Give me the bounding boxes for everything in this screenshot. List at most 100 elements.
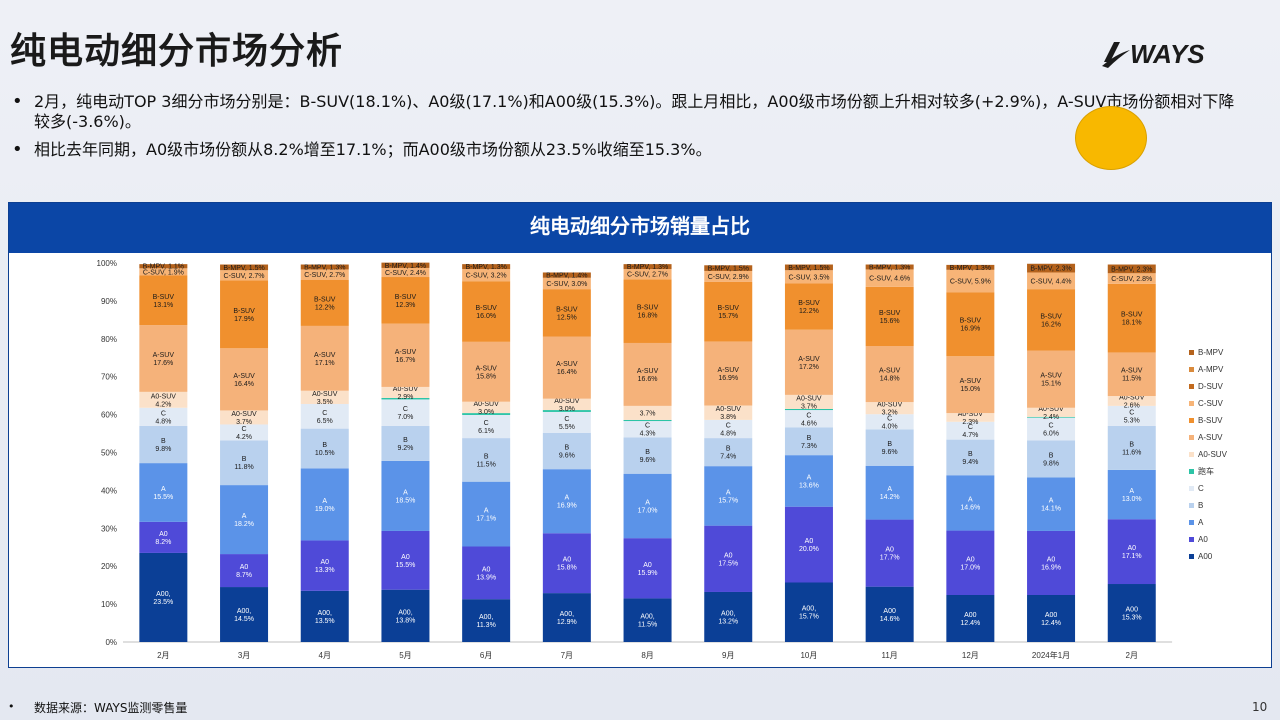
- y-tick-label: 90%: [101, 297, 117, 306]
- data-label: A 13.0%: [1122, 488, 1142, 503]
- data-label: A0-SUV 2.9%: [393, 386, 419, 401]
- bar-segment-A0: [865, 519, 914, 587]
- data-label: C-SUV, 3.2%: [466, 273, 507, 280]
- data-label: C 4.3%: [640, 423, 656, 438]
- bar-segment-A: [784, 455, 833, 507]
- data-label: C 4.2%: [236, 426, 252, 441]
- bar-segment-C: [381, 399, 430, 426]
- bar-segment-A0-SUV: [300, 390, 349, 404]
- bar-segment-B-SUV: [462, 281, 511, 342]
- bar-segment-B-MPV: [220, 264, 269, 271]
- bar-segment-B-MPV: [139, 264, 188, 269]
- bar-segment-A00: [300, 590, 349, 642]
- data-label: C-SUV, 4.4%: [1031, 278, 1072, 285]
- data-label: C 5.5%: [559, 416, 575, 431]
- bar-segment-B-SUV: [704, 281, 753, 342]
- bar-segment-A: [865, 465, 914, 520]
- bar-segment-C: [542, 411, 591, 433]
- legend-label: C: [1198, 484, 1204, 493]
- data-label: A-SUV 15.0%: [960, 378, 982, 393]
- data-label: A00, 13.5%: [315, 610, 335, 625]
- bar-segment-A00: [865, 586, 914, 642]
- data-label: C-SUV, 4.6%: [869, 276, 910, 283]
- data-label: A00, 11.5%: [638, 614, 657, 629]
- bar-segment-A0: [139, 521, 188, 553]
- bar-segment-A0-SUV: [381, 386, 430, 398]
- bar-segment-A00: [139, 552, 188, 642]
- bar-segment-B: [542, 432, 591, 470]
- data-label: B-SUV 17.9%: [233, 308, 255, 323]
- data-label: B-SUV 13.1%: [153, 294, 175, 309]
- bar-segment-A0: [1107, 519, 1156, 585]
- data-label: B-MPV, 1.3%: [627, 264, 668, 271]
- data-label: C-SUV, 5.9%: [950, 279, 991, 286]
- bar-segment-A0: [623, 538, 672, 599]
- y-tick-label: 30%: [101, 524, 117, 533]
- data-label: A0 13.9%: [476, 566, 496, 581]
- bar-segment-B-MPV: [300, 264, 349, 270]
- data-label: A0 13.3%: [315, 559, 335, 574]
- bar-segment-跑车: [623, 419, 672, 422]
- x-tick-label: 9月: [722, 651, 734, 660]
- bar-segment-B: [462, 438, 511, 482]
- data-label: A0-SUV 2.3%: [958, 411, 984, 426]
- data-label: B-SUV 15.6%: [879, 310, 901, 325]
- data-label: C 4.7%: [962, 424, 978, 439]
- legend-swatch: [1189, 469, 1194, 474]
- data-label: A0-SUV 2.6%: [1119, 394, 1145, 409]
- data-label: B-MPV, 1.3%: [304, 264, 345, 271]
- data-label: A0 8.7%: [236, 564, 252, 579]
- data-label: C 4.8%: [155, 410, 171, 425]
- data-label: B 11.8%: [234, 456, 253, 471]
- data-label: A 17.0%: [638, 499, 658, 514]
- y-tick-label: 60%: [101, 411, 117, 420]
- bar-segment-A0: [542, 533, 591, 594]
- bar-segment-A-SUV: [462, 341, 511, 402]
- data-label: A 15.5%: [153, 486, 173, 501]
- data-label: A0-SUV 3.0%: [474, 401, 500, 416]
- bar-segment-A0-SUV: [220, 410, 269, 425]
- legend-label: A-MPV: [1198, 365, 1224, 374]
- bar-segment-A00: [623, 598, 672, 642]
- bar-segment-B: [1027, 440, 1076, 478]
- data-label: B 7.3%: [801, 435, 817, 450]
- bar-segment-A00: [381, 589, 430, 642]
- bar-segment-B: [784, 427, 833, 456]
- x-tick-label: 8月: [641, 651, 653, 660]
- bar-segment-A: [1027, 477, 1076, 531]
- bar-segment-B-SUV: [300, 279, 349, 326]
- legend-label: C-SUV: [1198, 399, 1224, 408]
- bar-segment-A0-SUV: [542, 398, 591, 411]
- data-label: A0 15.5%: [396, 554, 416, 569]
- data-label: B-MPV, 1.5%: [708, 266, 749, 273]
- bar-segment-B-MPV: [1027, 263, 1076, 273]
- summary-bullets: 2月，纯电动TOP 3细分市场分别是：B-SUV(18.1%)、A0级(17.1…: [10, 92, 1240, 168]
- x-tick-label: 7月: [561, 651, 573, 660]
- bar-segment-A0-SUV: [946, 413, 995, 422]
- data-label: B 9.6%: [640, 449, 656, 464]
- legend-swatch: [1189, 418, 1194, 423]
- legend-swatch: [1189, 384, 1194, 389]
- y-tick-label: 0%: [105, 638, 117, 647]
- data-label: A00, 15.7%: [799, 606, 819, 621]
- bar-segment-B: [946, 439, 995, 476]
- data-label: C 7.0%: [397, 406, 413, 421]
- data-label: A-SUV 17.1%: [314, 352, 336, 367]
- data-label: A00, 13.2%: [718, 610, 738, 625]
- data-label: A-SUV 17.6%: [153, 352, 175, 367]
- legend-label: B-MPV: [1198, 348, 1224, 357]
- data-label: A0 17.1%: [1122, 545, 1142, 560]
- data-label: C 4.6%: [801, 412, 817, 427]
- legend-label: A0-SUV: [1198, 450, 1228, 459]
- data-label: B-MPV, 1.3%: [950, 265, 991, 272]
- bar-segment-A0: [704, 525, 753, 592]
- data-label: A0 16.9%: [1041, 556, 1061, 571]
- bar-segment-B-MPV: [865, 264, 914, 270]
- bar-segment-B: [220, 440, 269, 486]
- data-label: C-SUV, 2.8%: [1111, 276, 1152, 283]
- y-tick-label: 70%: [101, 373, 117, 382]
- data-label: A0-SUV 2.4%: [1038, 406, 1064, 421]
- x-tick-label: 10月: [800, 651, 817, 660]
- bar-segment-A: [623, 473, 672, 539]
- chart-frame: 纯电动细分市场销量占比 0% 10% 20% 30% 40% 50% 60% 70% 80% 90…: [8, 202, 1272, 668]
